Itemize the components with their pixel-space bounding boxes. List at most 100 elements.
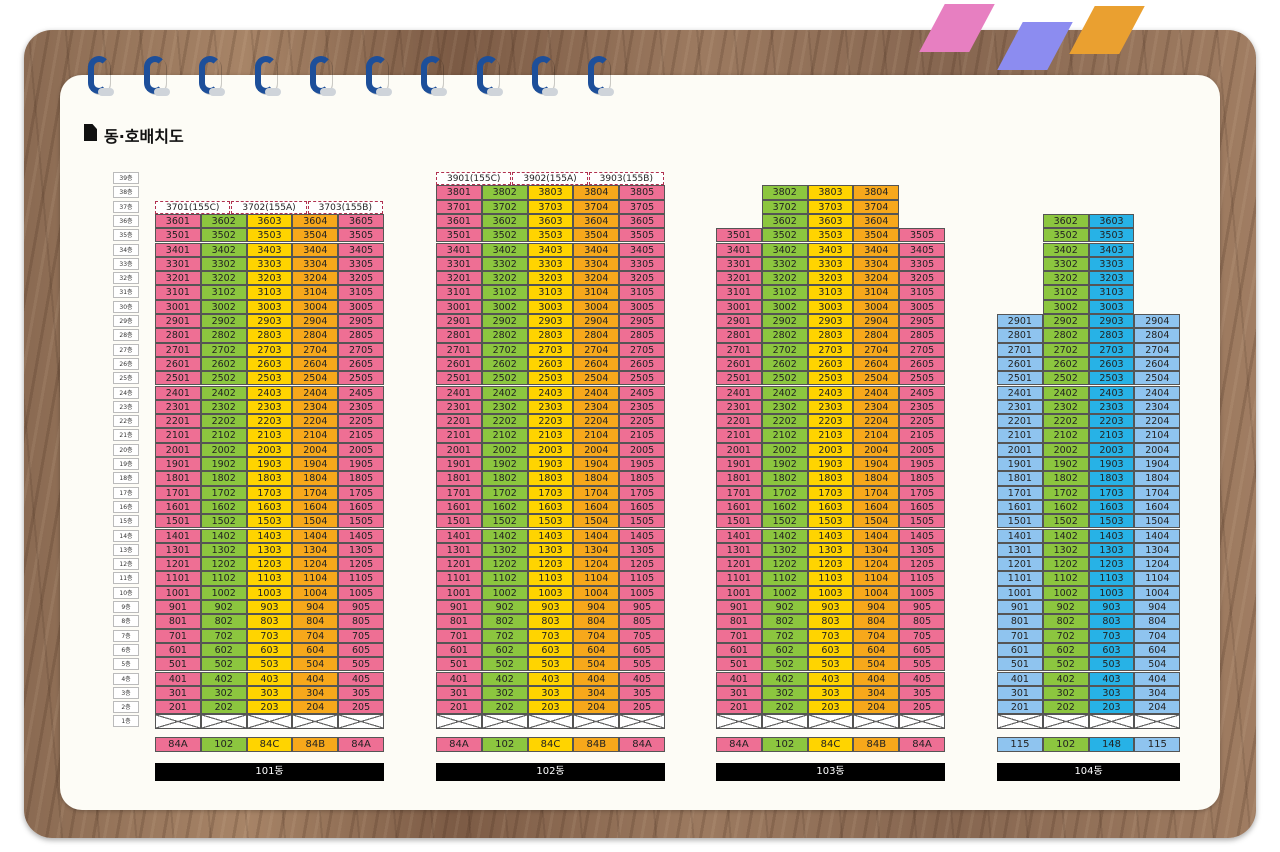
- unit-cell: 2604: [1134, 356, 1181, 372]
- unit-cell: 3503: [1088, 228, 1135, 243]
- unit-cell: 401: [716, 671, 762, 686]
- unit-cell: 701: [155, 628, 201, 643]
- unit-cell: 1403: [1088, 528, 1135, 543]
- unit-cell: 204: [853, 700, 900, 715]
- unit-cell: 3101: [716, 285, 762, 300]
- unit-cell: 2803: [527, 328, 574, 343]
- unit-cell: 3803: [807, 185, 854, 200]
- floor-label: 4층: [113, 672, 139, 685]
- unit-cell: 501: [436, 657, 482, 672]
- unit-cell: 3205: [338, 271, 384, 286]
- unit-cell: 1504: [1134, 514, 1181, 529]
- unit-cell: 1803: [1088, 471, 1135, 486]
- unit-cell: 1505: [619, 514, 665, 529]
- unit-cell: 501: [997, 657, 1043, 672]
- unit-cell: 802: [1042, 614, 1089, 629]
- unit-cell: 1802: [481, 471, 528, 486]
- unit-cell: 3101: [436, 285, 482, 300]
- penthouse-unit: 3902(155A): [512, 172, 588, 185]
- building-name-bar: 102동: [436, 763, 665, 781]
- unit-cell: 903: [1088, 600, 1135, 615]
- unit-cell: 3703: [807, 199, 854, 214]
- unit-cell: 3303: [527, 256, 574, 272]
- unit-cell: 2401: [436, 385, 482, 400]
- unit-cell: 1401: [436, 528, 482, 543]
- unit-cell: 1205: [338, 557, 384, 572]
- unit-cell: 2302: [1042, 399, 1089, 415]
- unit-type-label: 102: [761, 737, 808, 752]
- unit-type-label: 84A: [436, 737, 482, 752]
- unit-cell: 1102: [761, 571, 808, 586]
- unit-cell: 305: [338, 685, 384, 701]
- unit-cell: 2301: [997, 399, 1043, 415]
- unit-cell: 2702: [1042, 342, 1089, 357]
- unit-cell: 601: [155, 642, 201, 658]
- unit-cell: 705: [619, 628, 665, 643]
- unit-cell: 2202: [761, 414, 808, 429]
- unit-cell: 2604: [292, 356, 339, 372]
- unit-cell: 2101: [997, 428, 1043, 443]
- unit-cell: 2805: [338, 328, 384, 343]
- unit-cell: 3405: [899, 242, 945, 257]
- unit-cell: 3604: [292, 213, 339, 229]
- pilotis-cell: [527, 714, 574, 729]
- unit-cell: 1701: [436, 485, 482, 500]
- floor-label: 19층: [113, 458, 139, 470]
- unit-cell: 803: [1088, 614, 1135, 629]
- unit-cell: 2804: [292, 328, 339, 343]
- unit-cell: 2105: [338, 428, 384, 443]
- unit-cell: 3302: [761, 256, 808, 272]
- unit-cell: 803: [246, 614, 293, 629]
- unit-cell: 2003: [246, 442, 293, 457]
- unit-cell: 202: [761, 700, 808, 715]
- unit-type-label: 84C: [807, 737, 854, 752]
- unit-cell: 1505: [338, 514, 384, 529]
- unit-cell: 3804: [853, 185, 900, 200]
- unit-cell: 2905: [338, 314, 384, 329]
- unit-cell: 1401: [716, 528, 762, 543]
- binder-ring-icon: [88, 56, 114, 96]
- unit-cell: 2501: [997, 371, 1043, 386]
- unit-cell: 1204: [1134, 557, 1181, 572]
- unit-cell: 2704: [292, 342, 339, 357]
- unit-cell: 3105: [338, 285, 384, 300]
- unit-cell: 303: [807, 685, 854, 701]
- unit-cell: 3505: [338, 228, 384, 243]
- unit-cell: 1002: [761, 585, 808, 600]
- pilotis-cell: [1088, 714, 1135, 729]
- pilotis-cell: [155, 714, 201, 729]
- building-name-bar: 103동: [716, 763, 945, 781]
- unit-cell: 705: [338, 628, 384, 643]
- unit-cell: 401: [997, 671, 1043, 686]
- unit-cell: 1005: [338, 585, 384, 600]
- unit-cell: 305: [899, 685, 945, 701]
- unit-cell: 602: [1042, 642, 1089, 658]
- unit-cell: 1402: [1042, 528, 1089, 543]
- unit-cell: 1204: [853, 557, 900, 572]
- binder-ring-icon: [143, 56, 170, 96]
- unit-cell: 302: [1042, 685, 1089, 701]
- unit-cell: 602: [761, 642, 808, 658]
- unit-cell: 1204: [573, 557, 620, 572]
- floor-label: 9층: [113, 601, 139, 613]
- unit-cell: 1701: [716, 485, 762, 500]
- unit-cell: 2801: [716, 328, 762, 343]
- unit-cell: 3202: [761, 271, 808, 286]
- floor-label: 16층: [113, 500, 139, 513]
- unit-cell: 1001: [155, 585, 201, 600]
- binder-ring-icon: [365, 56, 392, 96]
- floor-label: 35층: [113, 229, 139, 242]
- unit-cell: 2502: [761, 371, 808, 386]
- unit-cell: 2002: [481, 442, 528, 457]
- unit-cell: 3201: [436, 271, 482, 286]
- unit-cell: 2104: [1134, 428, 1181, 443]
- unit-cell: 504: [1134, 657, 1181, 672]
- unit-cell: 1501: [716, 514, 762, 529]
- unit-cell: 1301: [436, 542, 482, 558]
- unit-cell: 903: [246, 600, 293, 615]
- unit-cell: 2503: [1088, 371, 1135, 386]
- unit-cell: 202: [481, 700, 528, 715]
- unit-cell: 3401: [716, 242, 762, 257]
- unit-cell: 201: [436, 700, 482, 715]
- unit-cell: 1702: [761, 485, 808, 500]
